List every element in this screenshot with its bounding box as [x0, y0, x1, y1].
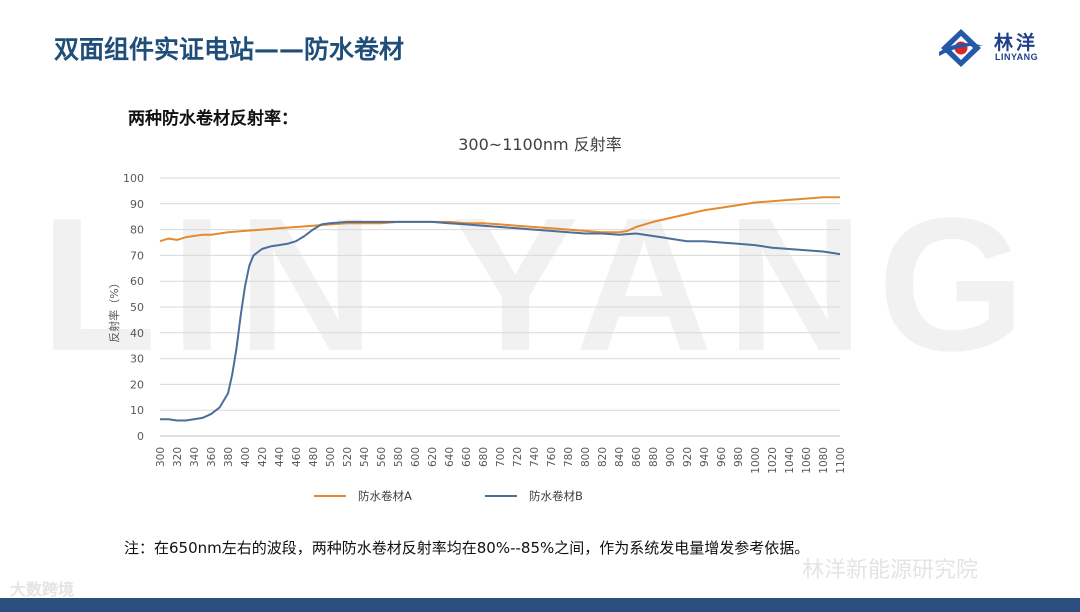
y-tick-label: 20 [130, 378, 144, 391]
legend-label: 防水卷材A [358, 489, 412, 503]
x-tick-label: 520 [342, 447, 354, 467]
y-tick-label: 30 [130, 353, 144, 366]
wechat-watermark: 林洋新能源研究院 [802, 558, 979, 583]
bottom-bar [0, 598, 1080, 612]
x-tick-label: 980 [733, 447, 745, 467]
x-tick-label: 680 [478, 447, 490, 467]
x-tick-label: 400 [240, 447, 252, 467]
logo-english-text: LINYANG [995, 52, 1039, 62]
x-tick-label: 1040 [784, 447, 796, 474]
x-tick-label: 940 [699, 447, 711, 467]
x-tick-label: 900 [665, 447, 677, 467]
x-tick-label: 760 [546, 447, 558, 467]
legend: 防水卷材A 防水卷材B [314, 489, 583, 503]
y-tick-label: 10 [130, 404, 144, 417]
x-tick-label: 1000 [750, 447, 762, 474]
slide-title: 双面组件实证电站——防水卷材 [54, 35, 405, 64]
y-tick-label: 80 [130, 224, 144, 237]
x-tick-label: 500 [325, 447, 337, 467]
x-tick-label: 420 [257, 447, 269, 467]
x-axis-ticks: 300 320 340 360 380 400 420 440 460 480 500 520 540 5… [155, 447, 847, 474]
y-tick-label: 40 [130, 327, 144, 340]
y-axis-label: 反射率（%） [107, 277, 121, 342]
y-tick-label: 50 [130, 301, 144, 314]
section-subtitle: 两种防水卷材反射率： [128, 109, 298, 129]
brand-watermark: 大数跨境 [10, 580, 75, 599]
x-tick-label: 580 [393, 447, 405, 467]
linyang-logo-icon [939, 29, 983, 67]
y-tick-label: 90 [130, 198, 144, 211]
y-tick-label: 70 [130, 249, 144, 262]
x-tick-label: 960 [716, 447, 728, 467]
x-tick-label: 560 [376, 447, 388, 467]
x-tick-label: 920 [682, 447, 694, 467]
x-tick-label: 800 [580, 447, 592, 467]
series-lines [159, 196, 841, 422]
x-tick-label: 320 [172, 447, 184, 467]
x-tick-label: 1100 [835, 447, 847, 474]
x-tick-label: 880 [648, 447, 660, 467]
x-tick-label: 340 [189, 447, 201, 467]
x-tick-label: 360 [206, 447, 218, 467]
logo-chinese-text: 林洋 [994, 32, 1039, 54]
x-tick-label: 300 [155, 447, 167, 467]
x-tick-label: 860 [631, 447, 643, 467]
x-tick-label: 380 [223, 447, 235, 467]
x-tick-label: 720 [512, 447, 524, 467]
y-axis-ticks: 0 10 20 30 40 50 60 70 80 90 100 [123, 172, 144, 443]
x-tick-label: 840 [614, 447, 626, 467]
y-tick-label: 0 [137, 430, 144, 443]
chart-title: 300~1100nm 反射率 [458, 135, 622, 154]
x-tick-label: 540 [359, 447, 371, 467]
x-tick-label: 820 [597, 447, 609, 467]
x-tick-label: 620 [427, 447, 439, 467]
y-tick-label: 100 [123, 172, 144, 185]
x-tick-label: 740 [529, 447, 541, 467]
y-tick-label: 60 [130, 275, 144, 288]
x-tick-label: 700 [495, 447, 507, 467]
x-tick-label: 640 [444, 447, 456, 467]
footnote: 注：在650nm左右的波段，两种防水卷材反射率均在80%--85%之间，作为系统… [124, 539, 810, 557]
gridlines [160, 177, 840, 437]
x-tick-label: 460 [291, 447, 303, 467]
x-tick-label: 1020 [767, 447, 779, 474]
x-tick-label: 660 [461, 447, 473, 467]
company-logo: 林洋 LINYANG [938, 26, 1058, 70]
legend-label: 防水卷材B [529, 489, 583, 503]
x-tick-label: 600 [410, 447, 422, 467]
background-watermark: LIN YANG [40, 179, 1040, 391]
x-tick-label: 1080 [818, 447, 830, 474]
x-tick-label: 780 [563, 447, 575, 467]
x-tick-label: 1060 [801, 447, 813, 474]
x-tick-label: 440 [274, 447, 286, 467]
x-tick-label: 480 [308, 447, 320, 467]
series-line-a [159, 196, 840, 243]
series-line-b [160, 220, 841, 422]
